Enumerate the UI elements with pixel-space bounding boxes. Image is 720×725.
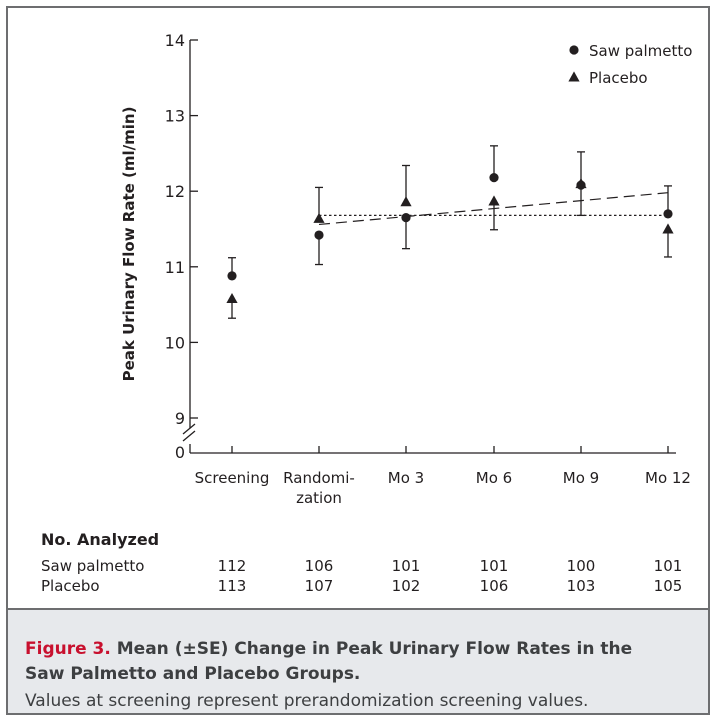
data-point-placebo — [313, 212, 325, 223]
data-point-saw-palmetto — [489, 172, 499, 183]
data-point-saw-palmetto — [401, 213, 411, 223]
table-cell: 107 — [305, 577, 334, 595]
data-point-placebo — [575, 178, 587, 189]
table-cell: 101 — [654, 557, 683, 575]
x-tick-label: Mo 9 — [563, 469, 599, 487]
table-cell: 100 — [567, 557, 596, 575]
table-cell: 112 — [218, 557, 247, 575]
figure-frame: 14 13 12 11 10 9 0 Peak Urinary Flow Rate (ml/m… — [6, 6, 710, 715]
figure-caption: Figure 3. Mean (±SE) Change in Peak Urin… — [8, 608, 708, 713]
y-tick-label: 10 — [165, 333, 185, 352]
data-point-placebo — [400, 196, 412, 207]
chart: 14 13 12 11 10 9 0 Peak Urinary Flow Rate (ml/m… — [41, 31, 692, 595]
table-row-label: Saw palmetto — [41, 557, 144, 575]
table-cell: 101 — [392, 557, 421, 575]
table-cell: 102 — [392, 577, 421, 595]
table-row-label: Placebo — [41, 577, 100, 595]
table-cell: 101 — [480, 557, 509, 575]
table-cell: 106 — [480, 577, 509, 595]
data-point-placebo — [226, 292, 238, 304]
x-tick-label: Randomi- — [283, 469, 355, 487]
x-tick-label: Screening — [195, 469, 270, 487]
data-point-saw-palmetto — [663, 209, 673, 219]
y-tick-label: 9 — [175, 409, 185, 428]
caption-title-text: Mean (±SE) Change in Peak Urinary Flow R… — [25, 639, 633, 684]
x-tick-label: zation — [296, 489, 342, 507]
axis-break-mark — [182, 423, 196, 435]
data-point-placebo — [662, 223, 674, 234]
legend-marker-placebo — [568, 71, 580, 82]
caption-label: Figure 3. — [25, 639, 111, 659]
table-title: No. Analyzed — [41, 530, 159, 549]
y-tick-label: 14 — [165, 31, 185, 50]
table-cell: 105 — [654, 577, 683, 595]
data-point-saw-palmetto — [314, 230, 324, 240]
table-cell: 106 — [305, 557, 334, 575]
y-axis-label: Peak Urinary Flow Rate (ml/min) — [120, 107, 138, 382]
y-tick-label: 13 — [165, 107, 185, 126]
caption-title: Figure 3. Mean (±SE) Change in Peak Urin… — [25, 637, 675, 687]
x-tick-label: Mo 3 — [388, 469, 424, 487]
data-point-placebo — [488, 195, 500, 206]
table-cell: 113 — [218, 577, 247, 595]
x-tick-label: Mo 12 — [645, 469, 691, 487]
data-point-saw-palmetto — [227, 271, 237, 281]
legend-label-saw-palmetto: Saw palmetto — [589, 42, 692, 60]
y-tick-label: 0 — [175, 443, 185, 462]
axis-break-mark — [182, 430, 196, 442]
x-tick-label: Mo 6 — [476, 469, 512, 487]
table-cell: 103 — [567, 577, 596, 595]
legend-label-placebo: Placebo — [589, 69, 648, 87]
caption-note: Values at screening represent prerandomi… — [25, 691, 589, 711]
y-tick-label: 12 — [165, 182, 185, 201]
legend-marker-saw-palmetto — [569, 45, 579, 55]
y-tick-label: 11 — [165, 258, 185, 277]
